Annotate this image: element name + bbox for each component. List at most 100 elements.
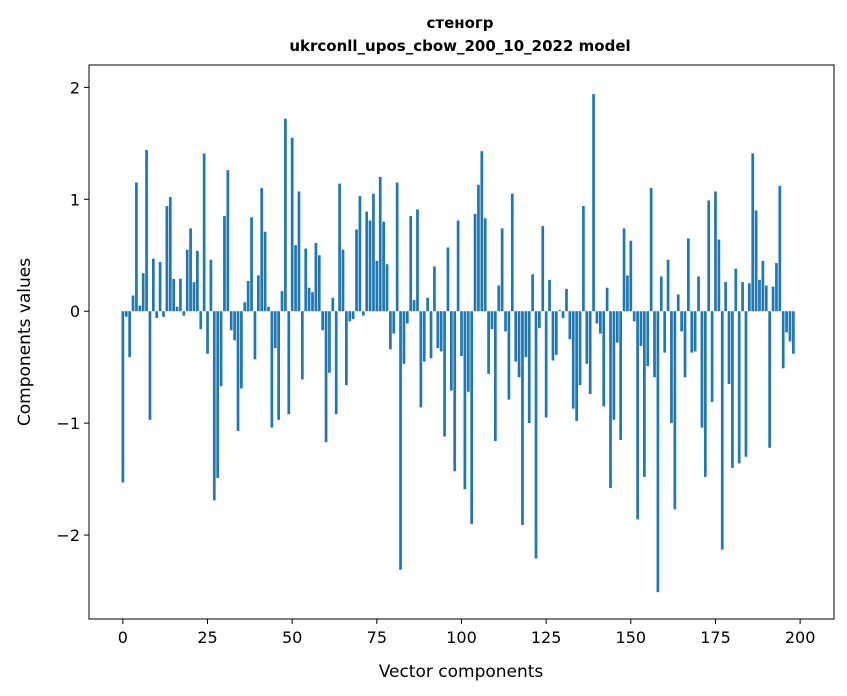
bar-52 [297,191,301,312]
x-tick-label: 75 [367,628,387,647]
bar-42 [263,231,267,312]
bar-81 [395,182,399,312]
bar-64 [338,183,341,312]
bar-195 [781,311,785,369]
bar-39 [253,311,257,360]
bar-157 [653,311,656,378]
bar-149 [626,275,629,312]
bar-126 [548,279,551,312]
bar-24 [202,153,206,312]
bar-19 [185,249,189,312]
bar-184 [744,311,748,457]
bar-176 [717,239,721,312]
bar-49 [287,311,291,415]
bar-71 [361,311,365,316]
bar-159 [659,276,663,312]
bar-193 [775,263,778,312]
bar-20 [189,228,192,312]
bar-60 [324,311,328,443]
bar-172 [703,311,707,477]
bar-191 [768,311,772,448]
bar-50 [290,137,294,312]
bar-67 [348,311,352,322]
bar-94 [439,311,443,352]
bar-130 [561,311,565,318]
bar-41 [260,188,264,312]
bar-77 [382,221,385,312]
bar-91 [429,311,433,359]
x-tick-label: 150 [616,628,647,647]
bar-9 [151,258,155,312]
bar-142 [602,311,606,407]
bar-56 [311,292,314,312]
bar-29 [219,311,223,387]
bar-132 [568,311,572,340]
bar-93 [436,311,440,349]
bar-134 [575,311,578,421]
bar-25 [206,311,209,354]
bar-78 [385,264,389,312]
bar-5 [138,305,142,312]
bar-165 [680,311,683,332]
bar-98 [453,311,457,472]
x-tick-label: 125 [531,628,562,647]
bar-190 [764,285,768,312]
bar-192 [771,286,775,312]
bar-38 [250,217,253,312]
chart-title: стеногр [426,14,493,32]
bar-156 [649,188,653,312]
y-tick-label: 1 [70,190,80,209]
bar-37 [246,281,250,312]
y-axis-ticks: −2 −1 0 1 2 [56,78,89,545]
bar-46 [277,311,280,420]
x-tick-label: 200 [785,628,816,647]
bar-61 [328,311,331,373]
bar-18 [182,311,186,316]
bar-31 [226,170,230,312]
bar-87 [416,209,419,312]
x-tick-label: 0 [118,628,128,647]
bar-13 [165,206,169,312]
bar-121 [531,274,534,312]
bar-166 [683,311,687,378]
bar-144 [609,311,612,489]
bar-103 [470,311,474,524]
bar-33 [233,311,236,341]
bar-161 [666,259,670,312]
bar-44 [270,311,274,428]
bar-140 [595,311,599,324]
bar-48 [284,118,287,312]
bar-167 [687,238,690,312]
bar-79 [389,311,392,350]
bar-151 [632,311,636,322]
bar-116 [514,311,518,362]
bar-137 [585,311,589,364]
bar-1 [124,311,128,317]
bar-181 [734,268,738,312]
bar-83 [402,311,406,364]
bar-36 [243,302,247,312]
bar-73 [368,220,372,312]
bar-111 [497,285,501,312]
bar-53 [300,311,304,380]
bar-27 [212,311,216,501]
bar-133 [571,311,575,409]
bar-173 [707,200,711,312]
bar-122 [534,311,538,559]
bar-127 [551,311,555,361]
bar-153 [639,311,643,346]
bar-139 [592,94,595,312]
bar-11 [158,261,162,312]
x-tick-label: 50 [282,628,302,647]
bar-80 [392,311,396,334]
bars-group [121,94,795,593]
bar-95 [443,311,446,437]
bar-0 [121,311,125,483]
bar-131 [565,288,568,312]
bar-124 [541,226,545,312]
bar-198 [792,311,795,354]
bar-3 [131,295,135,312]
bar-171 [700,311,704,428]
bar-55 [307,287,311,312]
